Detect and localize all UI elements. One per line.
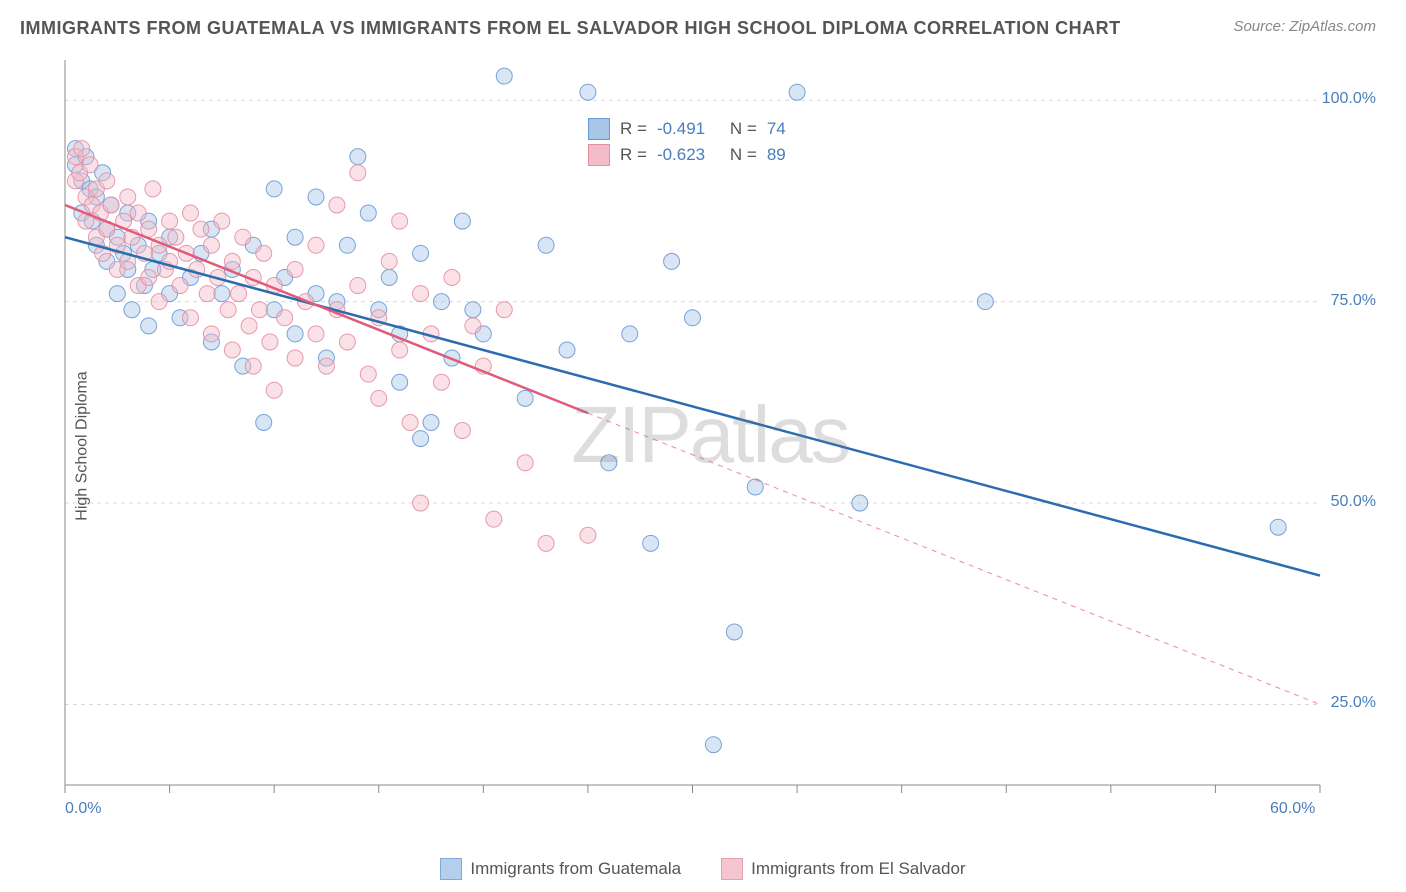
bottom-legend: Immigrants from Guatemala Immigrants fro… — [0, 858, 1406, 880]
correlation-legend: R = -0.491 N = 74 R = -0.623 N = 89 — [580, 112, 794, 172]
legend-label-elsalvador: Immigrants from El Salvador — [751, 859, 965, 879]
chart-title: IMMIGRANTS FROM GUATEMALA VS IMMIGRANTS … — [20, 18, 1121, 39]
y-tick-label: 75.0% — [1331, 292, 1376, 310]
corr-swatch-elsalvador — [588, 144, 610, 166]
x-tick-label: 0.0% — [65, 800, 101, 818]
corr-swatch-guatemala — [588, 118, 610, 140]
y-tick-label: 100.0% — [1322, 90, 1376, 108]
plot-area: ZIPatlas R = -0.491 N = 74 R = -0.623 N … — [60, 55, 1360, 815]
legend-item-elsalvador: Immigrants from El Salvador — [721, 858, 965, 880]
r-value-guatemala: -0.491 — [657, 116, 705, 142]
n-value-elsalvador: 89 — [767, 142, 786, 168]
x-tick-label: 60.0% — [1270, 800, 1315, 818]
corr-row-guatemala: R = -0.491 N = 74 — [588, 116, 786, 142]
n-label: N = — [730, 142, 757, 168]
r-label: R = — [620, 116, 647, 142]
legend-swatch-elsalvador — [721, 858, 743, 880]
corr-row-elsalvador: R = -0.623 N = 89 — [588, 142, 786, 168]
y-tick-label: 50.0% — [1331, 493, 1376, 511]
legend-item-guatemala: Immigrants from Guatemala — [440, 858, 681, 880]
source-label: Source: ZipAtlas.com — [1233, 18, 1376, 35]
r-label: R = — [620, 142, 647, 168]
legend-swatch-guatemala — [440, 858, 462, 880]
y-tick-label: 25.0% — [1331, 694, 1376, 712]
n-label: N = — [730, 116, 757, 142]
legend-label-guatemala: Immigrants from Guatemala — [470, 859, 681, 879]
r-value-elsalvador: -0.623 — [657, 142, 705, 168]
chart-container: IMMIGRANTS FROM GUATEMALA VS IMMIGRANTS … — [0, 0, 1406, 892]
n-value-guatemala: 74 — [767, 116, 786, 142]
